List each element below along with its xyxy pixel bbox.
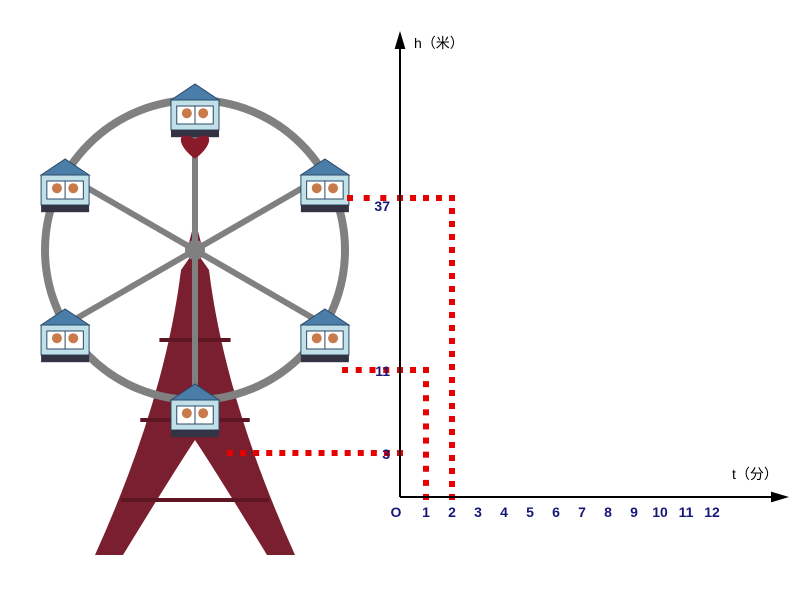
guide-dot bbox=[423, 409, 429, 415]
guide-dot bbox=[449, 429, 455, 435]
x-tick-label: 3 bbox=[474, 504, 482, 520]
guide-dot bbox=[356, 367, 362, 373]
guide-dot bbox=[423, 367, 429, 373]
guide-dot bbox=[449, 325, 455, 331]
guide-dot bbox=[423, 395, 429, 401]
tower-arch bbox=[135, 528, 255, 556]
guide-dot bbox=[449, 260, 455, 266]
ferris-wheel bbox=[41, 84, 349, 437]
x-axis-label: t（分） bbox=[732, 466, 778, 482]
guide-dot bbox=[423, 466, 429, 472]
y-mark-label: 37 bbox=[374, 198, 390, 214]
x-tick-label: 8 bbox=[604, 504, 612, 520]
guide-dot bbox=[449, 312, 455, 318]
wheel-hub bbox=[185, 240, 205, 260]
guide-dot bbox=[371, 450, 377, 456]
x-tick-label: 12 bbox=[704, 504, 720, 520]
guide-dot bbox=[305, 450, 311, 456]
guide-dot bbox=[449, 221, 455, 227]
guide-dot bbox=[319, 450, 325, 456]
guide-dot bbox=[266, 450, 272, 456]
y-mark-label: 3 bbox=[382, 446, 390, 462]
x-tick-label: 1 bbox=[422, 504, 430, 520]
y-axis-arrow bbox=[395, 31, 406, 49]
guide-dot bbox=[449, 442, 455, 448]
x-tick-label: 7 bbox=[578, 504, 586, 520]
axes: h（米）t（分）O12345678910111231137 bbox=[374, 31, 789, 520]
x-tick-label: 10 bbox=[652, 504, 668, 520]
x-tick-label: 11 bbox=[679, 504, 694, 520]
guide-dot bbox=[449, 286, 455, 292]
x-tick-label: 9 bbox=[630, 504, 638, 520]
guide-dot bbox=[423, 423, 429, 429]
guide-dot bbox=[423, 195, 429, 201]
x-tick-label: 2 bbox=[448, 504, 456, 520]
guide-dot bbox=[342, 367, 348, 373]
guide-dot bbox=[240, 450, 246, 456]
cabin-4 bbox=[301, 159, 349, 212]
guide-dot bbox=[449, 273, 455, 279]
guide-dot bbox=[423, 438, 429, 444]
guide-dot bbox=[410, 367, 416, 373]
guide-dot bbox=[449, 416, 455, 422]
y-mark-label: 11 bbox=[375, 363, 390, 379]
guide-dot bbox=[449, 247, 455, 253]
guide-dot bbox=[253, 450, 259, 456]
x-tick-label: 4 bbox=[500, 504, 508, 520]
cabin-2 bbox=[41, 159, 89, 212]
guide-dot bbox=[332, 450, 338, 456]
guide-dot bbox=[227, 450, 233, 456]
guide-dot bbox=[449, 234, 455, 240]
diagram-svg: h（米）t（分）O12345678910111231137 bbox=[0, 0, 794, 596]
guide-dot bbox=[449, 208, 455, 214]
guide-dot bbox=[423, 381, 429, 387]
guide-dot bbox=[347, 195, 353, 201]
x-tick-label: 6 bbox=[552, 504, 560, 520]
guide-dot bbox=[449, 351, 455, 357]
guide-dot bbox=[449, 338, 455, 344]
guide-dot bbox=[449, 455, 455, 461]
guide-dot bbox=[449, 403, 455, 409]
guide-dot bbox=[292, 450, 298, 456]
x-axis-arrow bbox=[771, 492, 789, 503]
guide-dot bbox=[410, 195, 416, 201]
guide-dot bbox=[358, 450, 364, 456]
guide-dot bbox=[449, 299, 455, 305]
guide-dot bbox=[423, 452, 429, 458]
y-axis-label: h（米） bbox=[414, 35, 464, 51]
guide-dot bbox=[423, 480, 429, 486]
guide-dot bbox=[449, 195, 455, 201]
guide-dot bbox=[449, 481, 455, 487]
guide-dot bbox=[449, 377, 455, 383]
guide-dot bbox=[436, 195, 442, 201]
stage: h（米）t（分）O12345678910111231137 bbox=[0, 0, 794, 596]
guide-dot bbox=[449, 364, 455, 370]
origin-label: O bbox=[391, 504, 402, 520]
guide-dot bbox=[279, 450, 285, 456]
cabin-3 bbox=[171, 84, 219, 137]
guide-dot bbox=[449, 468, 455, 474]
guide-dot bbox=[449, 390, 455, 396]
guide-dot bbox=[345, 450, 351, 456]
guide-dot bbox=[364, 195, 370, 201]
x-tick-label: 5 bbox=[526, 504, 534, 520]
